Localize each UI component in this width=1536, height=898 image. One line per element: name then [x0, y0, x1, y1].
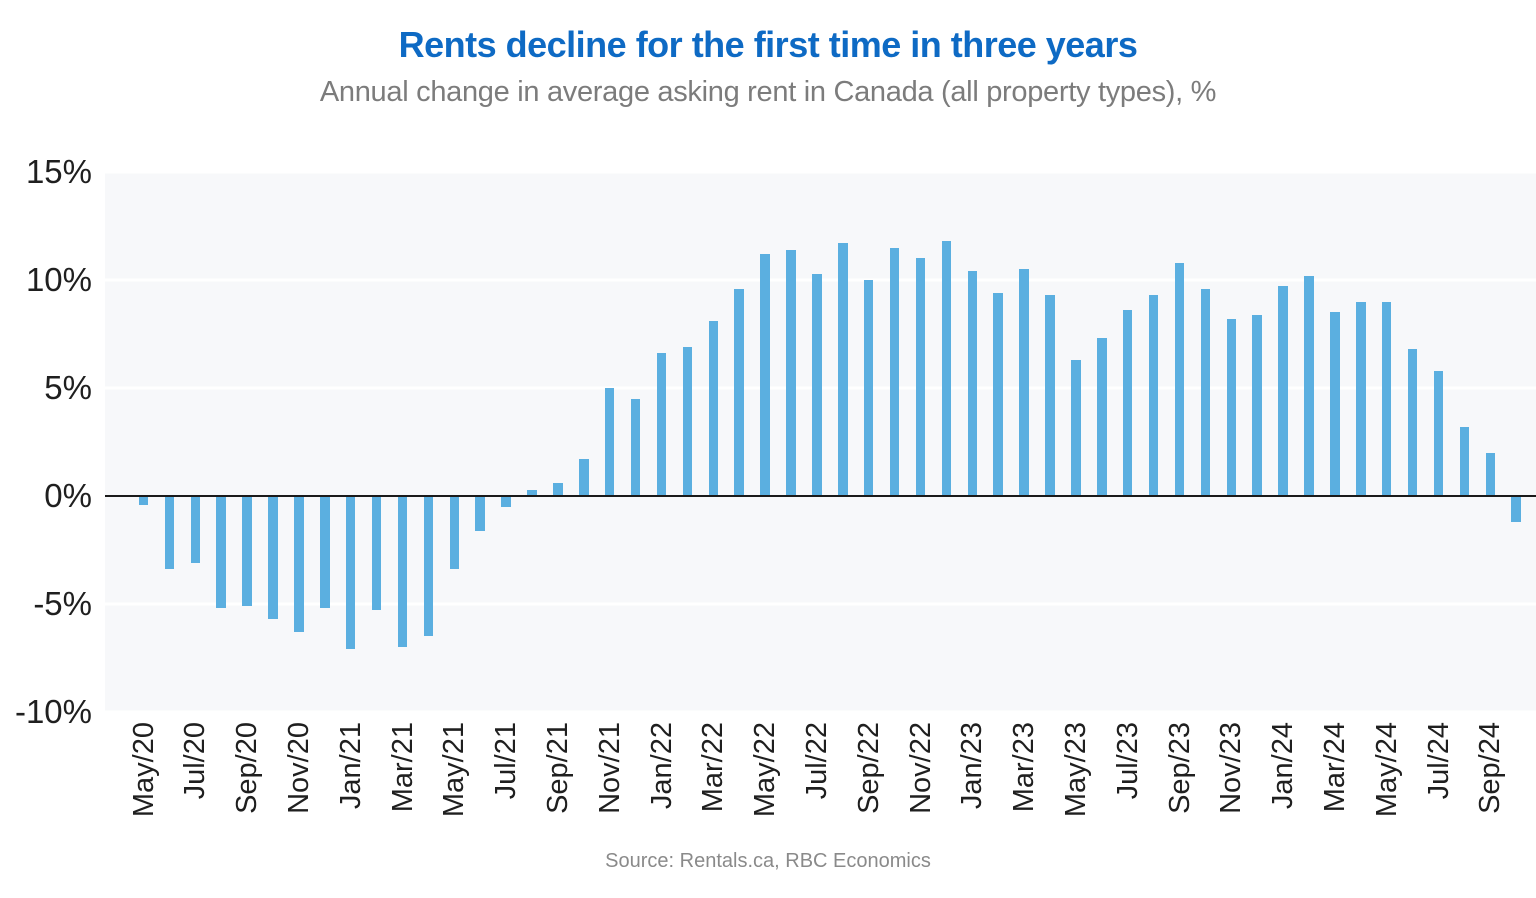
bar-Feb-24 [1304, 275, 1314, 496]
bar-Sep-20 [242, 496, 252, 607]
bar-Jul-24 [1433, 370, 1444, 496]
x-tick-Jan-23: Jan/23 [956, 722, 989, 810]
bar-May-24 [1381, 301, 1392, 496]
bar-Jul-21 [501, 496, 511, 507]
bar-May-22 [760, 254, 770, 496]
bar-Oct-24 [1511, 496, 1521, 522]
bar-Mar-24 [1330, 312, 1340, 496]
bar-Oct-20 [268, 496, 278, 620]
bar-Apr-21 [423, 496, 434, 637]
x-tick-Nov-20: Nov/20 [282, 722, 315, 814]
bar-Nov-23 [1226, 318, 1237, 496]
y-tick--10: -10% [14, 693, 92, 730]
bar-Mar-21 [397, 496, 408, 648]
bar-Feb-22 [682, 346, 693, 496]
bar-Jan-21 [345, 496, 356, 650]
x-tick-Nov-23: Nov/23 [1215, 722, 1248, 814]
bar-Dec-22 [941, 241, 952, 496]
x-tick-May-20: May/20 [127, 722, 160, 818]
bar-Jun-21 [475, 496, 485, 531]
bar-Jun-24 [1407, 349, 1418, 496]
x-tick-May-23: May/23 [1059, 722, 1092, 818]
zero-line [105, 495, 1536, 497]
x-tick-Nov-22: Nov/22 [904, 722, 937, 814]
chart-title: Rents decline for the first time in thre… [398, 24, 1138, 65]
bar-Oct-21 [579, 459, 589, 496]
x-tick-May-24: May/24 [1370, 722, 1403, 818]
bar-Jun-20 [164, 496, 175, 570]
bar-Dec-21 [630, 398, 641, 496]
bar-Feb-21 [371, 496, 382, 611]
x-tick-Mar-23: Mar/23 [1008, 722, 1041, 813]
bar-Nov-20 [294, 496, 304, 633]
bar-Mar-23 [1019, 269, 1029, 496]
y-tick-10: 10% [25, 261, 92, 298]
bar-Aug-24 [1459, 426, 1470, 496]
x-tick-Sep-22: Sep/22 [852, 722, 885, 814]
bar-Aug-20 [216, 496, 226, 609]
plot-area [105, 170, 1536, 714]
chart-subtitle: Annual change in average asking rent in … [319, 76, 1217, 108]
x-tick-Jul-23: Jul/23 [1111, 722, 1144, 800]
x-tick-Jan-22: Jan/22 [645, 722, 678, 810]
x-tick-Jul-24: Jul/24 [1422, 722, 1455, 800]
x-tick-Mar-24: Mar/24 [1318, 722, 1351, 813]
x-tick-Nov-21: Nov/21 [593, 722, 626, 814]
x-tick-Mar-21: Mar/21 [386, 722, 419, 813]
bar-Apr-22 [734, 288, 744, 496]
x-tick-Jul-20: Jul/20 [179, 722, 212, 800]
gridline--5 [105, 602, 1536, 606]
bar-Jul-20 [190, 496, 201, 563]
bar-Nov-22 [915, 258, 926, 496]
bar-Jan-23 [967, 271, 978, 496]
bar-Oct-23 [1200, 288, 1211, 496]
bar-Feb-23 [993, 292, 1003, 496]
x-tick-May-22: May/22 [749, 722, 782, 818]
x-tick-Jan-21: Jan/21 [334, 722, 367, 810]
gridline-15 [105, 170, 1536, 174]
bar-Sep-23 [1174, 262, 1185, 496]
bar-Jul-23 [1122, 310, 1133, 496]
bar-Jan-22 [656, 353, 667, 496]
bar-Sep-22 [863, 280, 874, 496]
bar-Aug-21 [527, 489, 537, 496]
bar-May-23 [1071, 359, 1081, 496]
bar-Dec-23 [1252, 314, 1262, 496]
bar-Oct-22 [889, 247, 900, 496]
bar-Jan-24 [1278, 286, 1288, 496]
x-tick-Sep-20: Sep/20 [231, 722, 264, 814]
chart-source: Source: Rentals.ca, RBC Economics [605, 850, 931, 872]
bar-Aug-22 [838, 243, 848, 496]
bar-Apr-24 [1356, 301, 1366, 496]
x-tick-Sep-23: Sep/23 [1163, 722, 1196, 814]
bar-Jun-22 [786, 249, 796, 496]
bar-Jun-23 [1097, 338, 1107, 496]
y-tick-15: 15% [25, 153, 92, 190]
bar-Mar-22 [708, 321, 719, 496]
bar-Nov-21 [604, 388, 615, 496]
bar-May-21 [449, 496, 460, 570]
y-tick-0: 0% [44, 477, 92, 514]
x-tick-Mar-22: Mar/22 [697, 722, 730, 813]
bar-May-20 [138, 496, 149, 505]
x-tick-May-21: May/21 [438, 722, 471, 818]
x-tick-Jan-24: Jan/24 [1267, 722, 1300, 810]
x-tick-Jul-22: Jul/22 [800, 722, 833, 800]
x-tick-Jul-21: Jul/21 [490, 722, 523, 800]
bar-Aug-23 [1148, 295, 1159, 496]
bar-Jul-22 [812, 273, 822, 496]
bar-Sep-24 [1485, 452, 1496, 496]
y-tick--5: -5% [33, 585, 92, 622]
bar-Sep-21 [553, 483, 563, 496]
gridline--10 [105, 710, 1536, 714]
x-tick-Sep-24: Sep/24 [1474, 722, 1507, 814]
y-tick-5: 5% [44, 369, 92, 406]
bar-Apr-23 [1045, 295, 1055, 496]
x-tick-Sep-21: Sep/21 [541, 722, 574, 814]
bar-Dec-20 [320, 496, 330, 609]
